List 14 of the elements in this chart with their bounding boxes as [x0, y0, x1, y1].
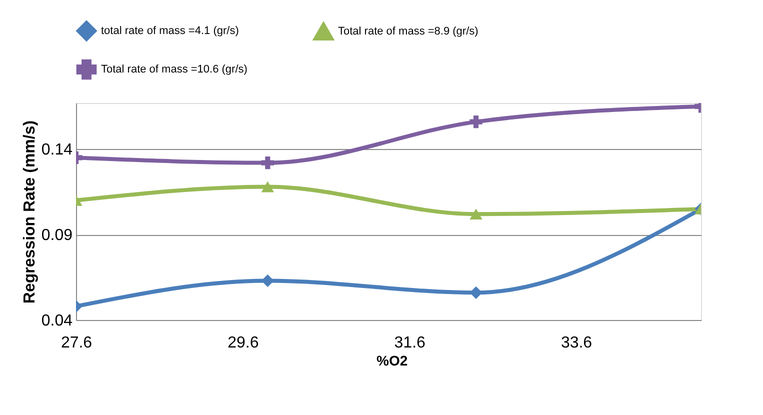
y-tick-label: 0.04	[41, 312, 73, 330]
y-tick-label: 0.14	[41, 142, 73, 159]
legend-label: Total rate of mass =10.6 (gr/s)	[101, 64, 248, 76]
legend-label: total rate of mass =4.1 (gr/s)	[101, 24, 239, 37]
point	[261, 156, 274, 170]
y-axis-title: Regression Rate (mm/s)	[21, 120, 38, 304]
x-axis-title: %O2	[376, 352, 408, 368]
point	[470, 115, 482, 128]
x-tick-label: 29.6	[228, 334, 259, 352]
legend-label: Total rate of mass =8.9 (gr/s)	[338, 26, 478, 38]
x-tick-label: 31.6	[394, 334, 426, 352]
y-tick-label: 0.09	[41, 227, 73, 244]
x-tick-label: 33.6	[560, 334, 592, 352]
x-tick-label: 27.6	[60, 334, 92, 352]
